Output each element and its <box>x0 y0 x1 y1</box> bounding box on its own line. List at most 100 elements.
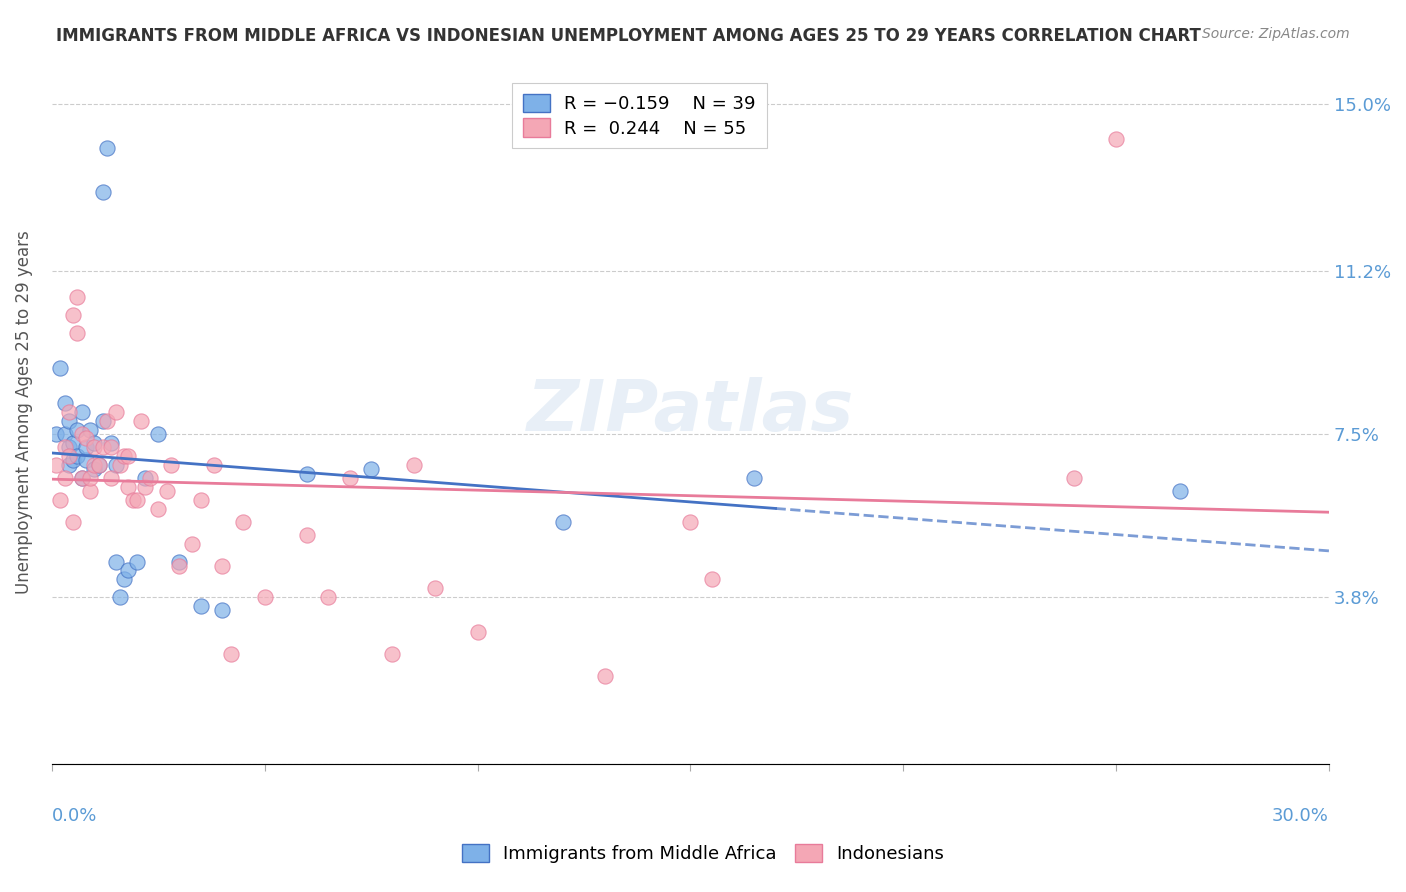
Point <box>87 458 110 472</box>
Point <box>91 440 114 454</box>
Point <box>100 435 122 450</box>
Point <box>169 555 191 569</box>
Point <box>295 528 318 542</box>
Point <box>148 501 170 516</box>
Point <box>70 405 93 419</box>
Point <box>1168 484 1191 499</box>
Point <box>117 564 139 578</box>
Point <box>83 458 105 472</box>
Point <box>156 484 179 499</box>
Point <box>62 515 84 529</box>
Point <box>45 426 67 441</box>
Point <box>742 471 765 485</box>
Point <box>211 603 233 617</box>
Point <box>75 440 97 454</box>
Text: Source: ZipAtlas.com: Source: ZipAtlas.com <box>1202 27 1350 41</box>
Point <box>1063 471 1085 485</box>
Point <box>70 426 93 441</box>
Point <box>112 449 135 463</box>
Point <box>87 458 110 472</box>
Point <box>117 480 139 494</box>
Point <box>181 537 204 551</box>
Point <box>423 581 446 595</box>
Point <box>104 458 127 472</box>
Point <box>100 440 122 454</box>
Point <box>66 326 89 340</box>
Point <box>75 453 97 467</box>
Point <box>62 453 84 467</box>
Point <box>66 423 89 437</box>
Point <box>700 572 723 586</box>
Point <box>70 471 93 485</box>
Point <box>679 515 702 529</box>
Point <box>91 185 114 199</box>
Point <box>58 458 80 472</box>
Text: IMMIGRANTS FROM MIDDLE AFRICA VS INDONESIAN UNEMPLOYMENT AMONG AGES 25 TO 29 YEA: IMMIGRANTS FROM MIDDLE AFRICA VS INDONES… <box>56 27 1201 45</box>
Point <box>138 471 160 485</box>
Point <box>58 449 80 463</box>
Point <box>125 493 148 508</box>
Point <box>100 471 122 485</box>
Point <box>148 426 170 441</box>
Legend: R = −0.159    N = 39, R =  0.244    N = 55: R = −0.159 N = 39, R = 0.244 N = 55 <box>512 83 766 148</box>
Point <box>190 599 212 613</box>
Y-axis label: Unemployment Among Ages 25 to 29 years: Unemployment Among Ages 25 to 29 years <box>15 230 32 594</box>
Point <box>190 493 212 508</box>
Point <box>108 590 131 604</box>
Point <box>467 625 489 640</box>
Point <box>53 426 76 441</box>
Point <box>112 572 135 586</box>
Point <box>45 458 67 472</box>
Point <box>160 458 183 472</box>
Point <box>62 308 84 322</box>
Point <box>83 435 105 450</box>
Point <box>104 405 127 419</box>
Point <box>104 555 127 569</box>
Point <box>211 559 233 574</box>
Point <box>219 647 242 661</box>
Point <box>253 590 276 604</box>
Point <box>108 458 131 472</box>
Point <box>129 414 152 428</box>
Point <box>360 462 382 476</box>
Point <box>49 360 72 375</box>
Point <box>134 480 156 494</box>
Point <box>202 458 225 472</box>
Point <box>134 471 156 485</box>
Point <box>96 414 118 428</box>
Point <box>62 435 84 450</box>
Legend: Immigrants from Middle Africa, Indonesians: Immigrants from Middle Africa, Indonesia… <box>451 833 955 874</box>
Point <box>83 440 105 454</box>
Text: ZIPatlas: ZIPatlas <box>527 377 853 446</box>
Point <box>339 471 361 485</box>
Point <box>232 515 254 529</box>
Point <box>402 458 425 472</box>
Point <box>121 493 143 508</box>
Point <box>58 440 80 454</box>
Point <box>551 515 574 529</box>
Point <box>58 405 80 419</box>
Point <box>75 431 97 445</box>
Point <box>91 414 114 428</box>
Point <box>70 471 93 485</box>
Point <box>83 462 105 476</box>
Point <box>318 590 340 604</box>
Text: 30.0%: 30.0% <box>1272 806 1329 824</box>
Point <box>96 141 118 155</box>
Text: 0.0%: 0.0% <box>52 806 97 824</box>
Point <box>1105 132 1128 146</box>
Point <box>79 484 101 499</box>
Point <box>169 559 191 574</box>
Point <box>66 290 89 304</box>
Point <box>49 493 72 508</box>
Point <box>125 555 148 569</box>
Point <box>66 449 89 463</box>
Point <box>295 467 318 481</box>
Point <box>53 396 76 410</box>
Point <box>58 414 80 428</box>
Point <box>53 471 76 485</box>
Point <box>53 440 76 454</box>
Point <box>593 669 616 683</box>
Point <box>381 647 404 661</box>
Point <box>79 423 101 437</box>
